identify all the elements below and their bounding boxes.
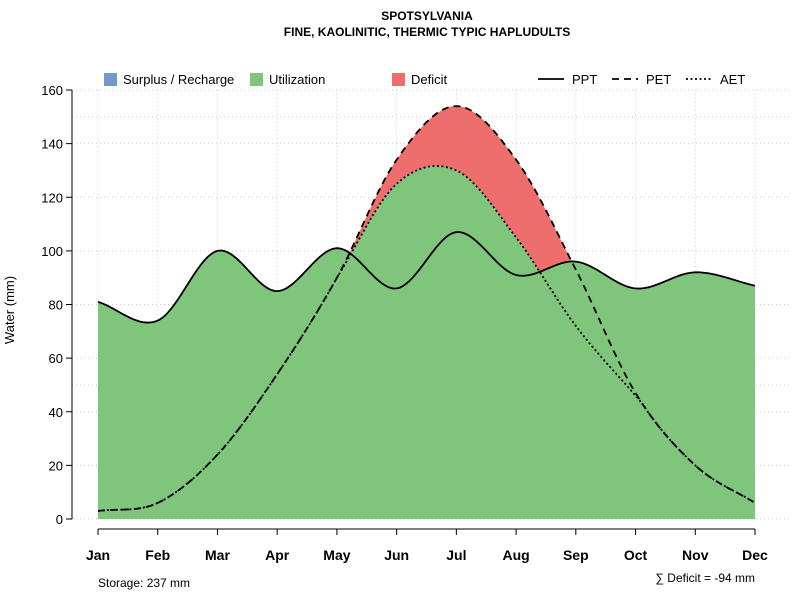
legend-label-ppt: PPT	[572, 72, 597, 87]
deficit-note: ∑ Deficit = -94 mm	[655, 571, 755, 585]
line-pet	[97, 105, 756, 512]
axes: 0 20 40 60 80 100 120 140 160 Jan Feb Mar Apr May Jun J…	[41, 83, 768, 563]
y-tick-label: 60	[49, 351, 63, 366]
x-tick-label-oct: Oct	[624, 547, 648, 563]
x-tick-label-aug: Aug	[502, 547, 529, 563]
storage-note: Storage: 237 mm	[98, 576, 190, 590]
line-layer	[97, 105, 756, 512]
legend-label-surplus-recharge: Surplus / Recharge	[123, 72, 234, 87]
x-tick-label-feb: Feb	[145, 547, 170, 563]
area-utilization	[98, 165, 755, 519]
y-tick-label: 20	[49, 458, 63, 473]
line-ppt	[97, 231, 756, 324]
x-tick-label-sep: Sep	[563, 547, 589, 563]
y-tick-label: 40	[49, 405, 63, 420]
chart-subtitle: FINE, KAOLINITIC, THERMIC TYPIC HAPLUDUL…	[284, 25, 570, 39]
y-tick-label: 160	[41, 83, 63, 98]
x-tick-label-may: May	[323, 547, 350, 563]
x-tick-label-apr: Apr	[265, 547, 290, 563]
area-deficit	[98, 106, 755, 323]
x-tick-label-nov: Nov	[682, 547, 709, 563]
y-tick-label: 80	[49, 298, 63, 313]
legend-swatch-utilization	[250, 73, 263, 86]
x-tick-label-mar: Mar	[205, 547, 230, 563]
x-tick-label-jun: Jun	[384, 547, 409, 563]
legend-label-utilization: Utilization	[269, 72, 325, 87]
x-tick-label-dec: Dec	[742, 547, 768, 563]
legend-label-aet: AET	[720, 72, 745, 87]
x-tick-label-jul: Jul	[446, 547, 466, 563]
y-axis-label: Water (mm)	[2, 276, 17, 344]
legend: Surplus / Recharge Utilization Deficit PPT P…	[104, 72, 745, 87]
y-tick-label: 140	[41, 137, 63, 152]
x-tick-label-jan: Jan	[86, 547, 110, 563]
y-tick-label: 100	[41, 244, 63, 259]
y-tick-label: 120	[41, 190, 63, 205]
y-tick-label: 0	[56, 512, 63, 527]
legend-swatch-deficit	[392, 73, 405, 86]
legend-label-pet: PET	[646, 72, 671, 87]
chart-title: SPOTSYLVANIA	[381, 9, 473, 23]
legend-swatch-surplus-recharge	[104, 73, 117, 86]
area-layer	[98, 106, 755, 520]
legend-label-deficit: Deficit	[411, 72, 448, 87]
